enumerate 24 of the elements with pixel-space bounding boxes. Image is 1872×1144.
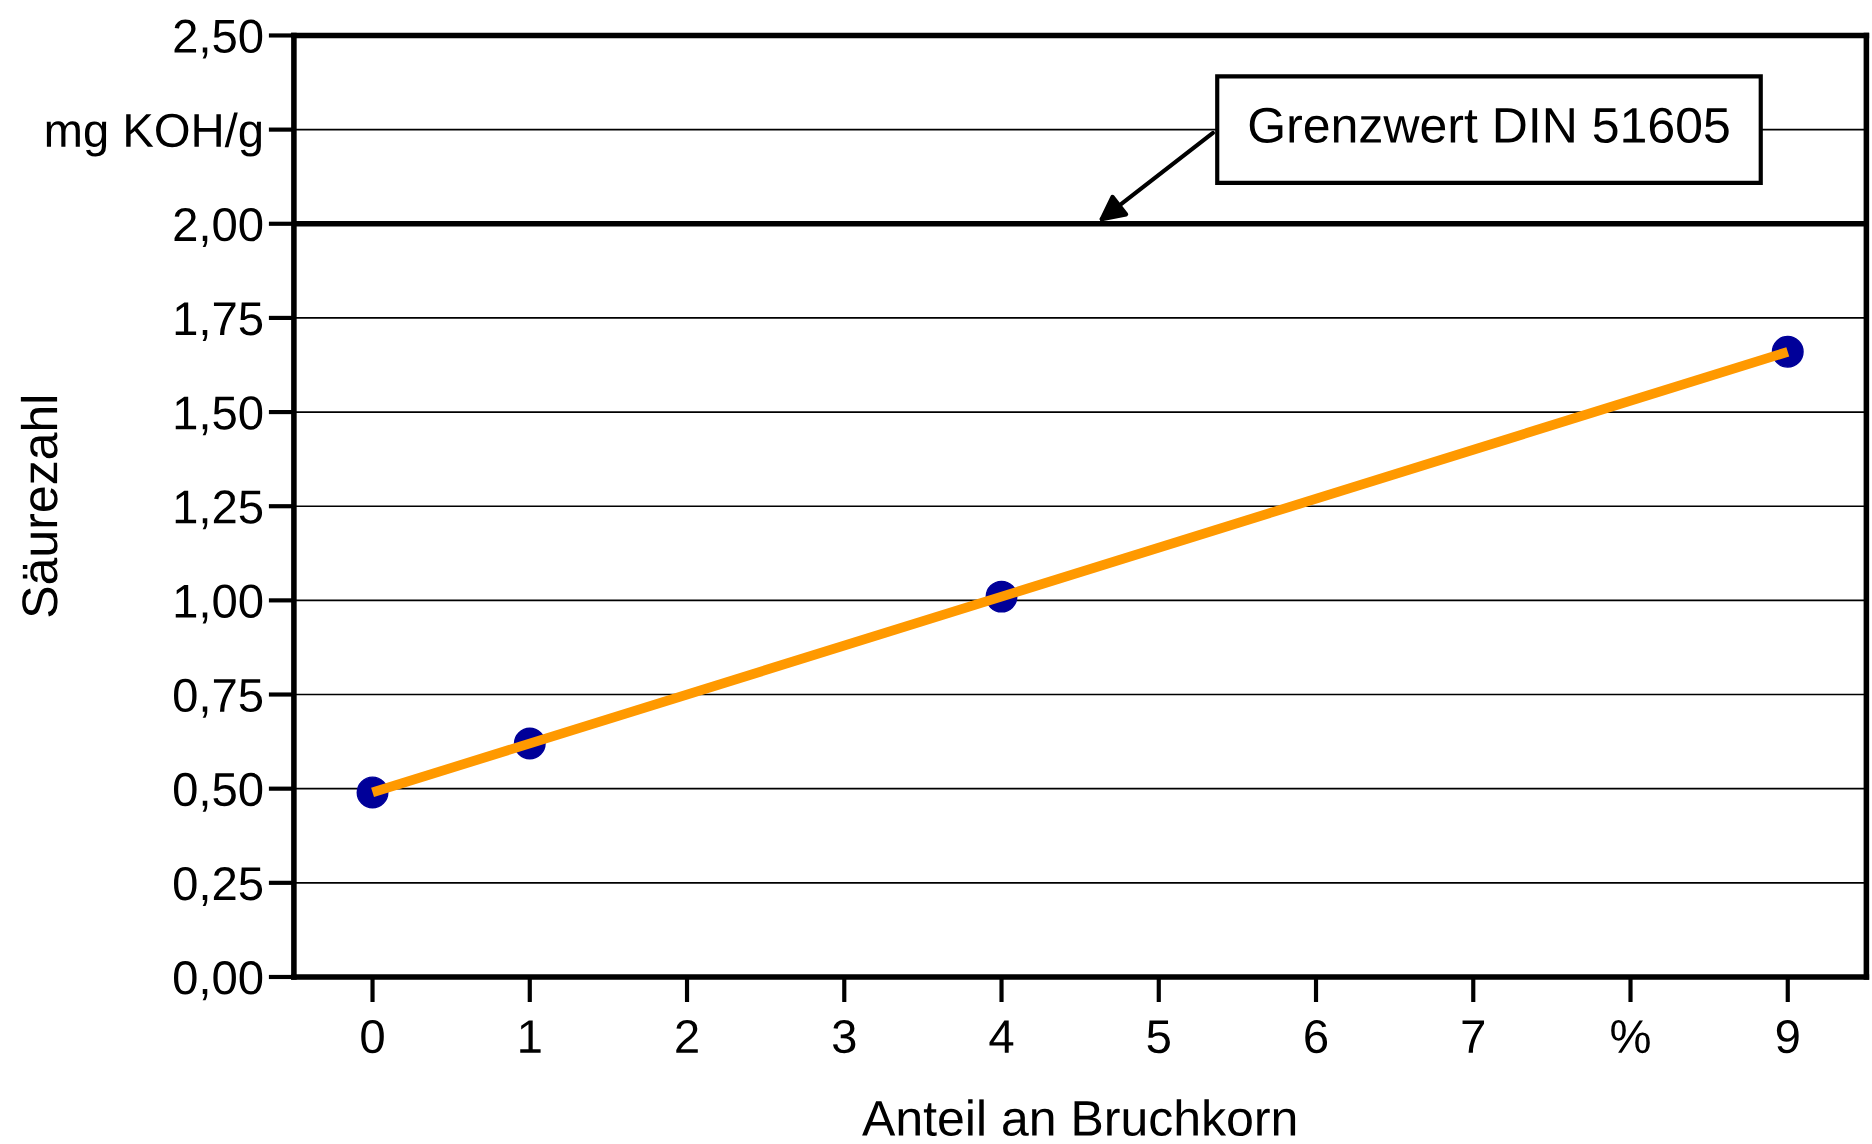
x-tick-label: 6 (1305, 1019, 1328, 1054)
x-tick-label: 0 (361, 1019, 384, 1054)
x-tick-label: 3 (832, 1019, 856, 1054)
y-axis-title: Säurezahl (20, 396, 58, 617)
x-tick-label: 1 (520, 1020, 541, 1053)
y-tick-label: 2,50 (174, 19, 263, 59)
y-tick-label: 1,75 (175, 302, 263, 342)
y-tick-label: 0,00 (173, 961, 263, 1001)
x-axis-title: Anteil an Bruchkorn (862, 1099, 1296, 1137)
x-tick-label: 5 (1147, 1020, 1170, 1054)
y-tick-label: 1,25 (175, 490, 263, 530)
y-tick-label: 0,25 (173, 866, 263, 906)
x-tick-label: 9 (1776, 1019, 1799, 1054)
x-tick-label: 7 (1462, 1020, 1485, 1053)
y-tick-label: 2,00 (174, 207, 263, 247)
y-tick-label: mg KOH/g (46, 112, 262, 157)
y-tick-label: 1,00 (175, 584, 263, 624)
x-tick-label: 4 (989, 1020, 1014, 1053)
y-tick-label: 1,50 (175, 396, 263, 436)
x-tick-label: 2 (676, 1019, 698, 1053)
y-tick-label: 0,75 (173, 678, 263, 718)
y-tick-label: 0,50 (173, 772, 263, 812)
ref-line-label: Grenzwert DIN 51605 (1249, 107, 1729, 144)
x-tick-label: % (1611, 1020, 1650, 1054)
